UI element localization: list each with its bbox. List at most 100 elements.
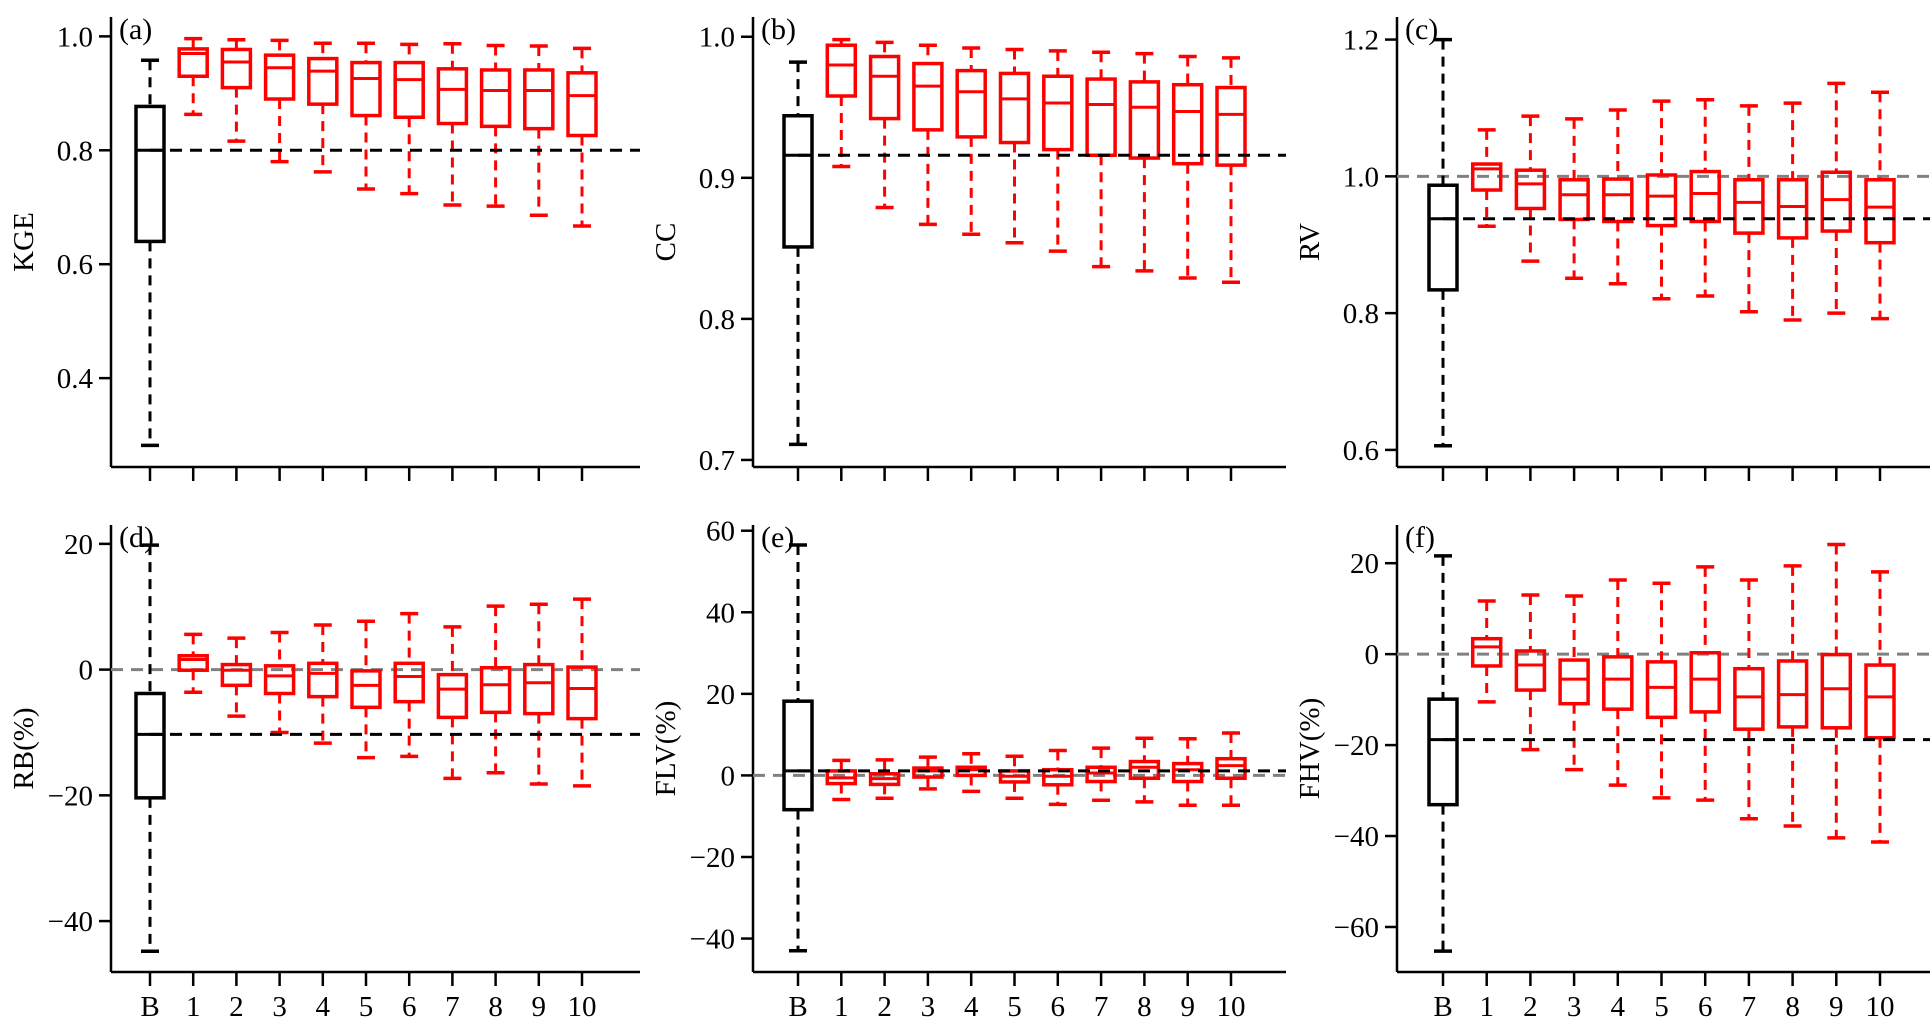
x-tick-label: 1 xyxy=(834,991,849,1020)
panel-label: (a) xyxy=(119,13,152,46)
x-tick-label: 7 xyxy=(445,991,460,1020)
iqr-box xyxy=(1689,169,1721,224)
iqr-box xyxy=(1733,666,1765,731)
y-tick-label: −20 xyxy=(690,842,735,874)
iqr-box xyxy=(1645,173,1678,228)
iqr-box xyxy=(134,691,166,800)
x-tick-label: 6 xyxy=(1698,991,1713,1020)
box-5 xyxy=(998,754,1031,801)
panel-d: −40 −20 0 20 RB(%) (d) B 1 2 3 4 5 6 7 8 9 10 xyxy=(8,521,640,1020)
x-tick-label: 10 xyxy=(1866,991,1895,1020)
iqr-box xyxy=(1558,658,1590,706)
panel-label: (e) xyxy=(761,521,794,554)
iqr-box xyxy=(1864,178,1896,245)
iqr-box xyxy=(350,669,382,710)
iqr-box xyxy=(1864,663,1896,740)
x-tick-label: 9 xyxy=(532,991,547,1020)
box-1 xyxy=(1470,599,1503,704)
y-tick-label: 1.2 xyxy=(1343,25,1379,57)
box-1 xyxy=(177,36,209,117)
iqr-box xyxy=(263,664,296,696)
iqr-box xyxy=(1602,177,1634,224)
box-3 xyxy=(263,38,296,164)
iqr-box xyxy=(1171,761,1204,784)
box-5 xyxy=(998,47,1031,245)
y-tick-label: 1.0 xyxy=(1343,161,1379,193)
box-2 xyxy=(220,38,253,143)
iqr-box xyxy=(1085,77,1117,157)
panel-label: (d) xyxy=(119,521,154,554)
panel-label: (b) xyxy=(761,13,796,46)
panel-e: −40 −20 0 20 40 60 FLV(%) (e) B 1 2 3 4 5 6 7 8 9 10 xyxy=(650,516,1286,1020)
y-tick-label: 0.9 xyxy=(699,163,735,195)
iqr-box xyxy=(220,47,253,90)
x-tick-label: 3 xyxy=(272,991,287,1020)
y-tick-label: −20 xyxy=(1334,730,1379,762)
box-3 xyxy=(263,630,296,735)
box-8 xyxy=(1128,736,1161,804)
y-tick-label: 20 xyxy=(64,529,93,561)
x-tick-label: 8 xyxy=(488,991,503,1020)
x-tick-label: 5 xyxy=(1007,991,1022,1020)
box-7 xyxy=(1085,50,1117,269)
box-9 xyxy=(523,44,555,217)
iqr-box xyxy=(1645,660,1678,720)
box-7 xyxy=(1733,578,1765,821)
y-tick-label: 0.8 xyxy=(699,304,735,336)
iqr-box xyxy=(912,766,944,779)
iqr-box xyxy=(1128,80,1161,160)
y-axis-label: KGE xyxy=(8,212,40,272)
x-tick-label: 1 xyxy=(186,991,201,1020)
box-8 xyxy=(479,43,512,208)
box-8 xyxy=(479,604,512,775)
box-B xyxy=(134,543,166,954)
box-4 xyxy=(955,46,987,236)
box-7 xyxy=(436,42,469,207)
y-tick-label: 20 xyxy=(706,679,735,711)
y-tick-label: 1.0 xyxy=(699,22,735,54)
y-tick-label: 0 xyxy=(79,655,94,687)
iqr-box xyxy=(436,67,469,126)
iqr-box xyxy=(436,672,469,720)
box-10 xyxy=(1215,731,1247,807)
box-1 xyxy=(1470,128,1503,229)
iqr-box xyxy=(1427,183,1459,292)
box-1 xyxy=(825,758,858,802)
box-B xyxy=(1427,554,1459,953)
box-2 xyxy=(1514,114,1547,263)
iqr-box xyxy=(350,60,382,118)
box-B xyxy=(782,543,814,953)
iqr-box xyxy=(393,60,425,120)
box-10 xyxy=(1215,56,1247,284)
iqr-box xyxy=(1689,651,1721,714)
x-tick-label: 2 xyxy=(1523,991,1538,1020)
box-7 xyxy=(436,625,469,781)
iqr-box xyxy=(1820,170,1853,233)
panel-f: −60 −40 −20 0 20 FHV(%) (f) B 1 2 3 4 5 6 7 8 9 10 xyxy=(1294,521,1930,1020)
box-4 xyxy=(955,752,987,794)
x-tick-label: 5 xyxy=(1654,991,1669,1020)
panel-label: (c) xyxy=(1405,13,1438,46)
iqr-box xyxy=(998,71,1031,145)
panel-c: 0.6 0.8 1.0 1.2 RV (c) xyxy=(1294,13,1930,481)
box-6 xyxy=(393,42,425,196)
box-6 xyxy=(1689,565,1721,802)
box-8 xyxy=(1776,101,1809,322)
x-tick-label: 8 xyxy=(1137,991,1152,1020)
box-B xyxy=(134,58,166,448)
box-3 xyxy=(1558,594,1590,772)
y-tick-label: 20 xyxy=(1350,548,1379,580)
iqr-box xyxy=(479,68,512,129)
box-6 xyxy=(393,611,425,759)
y-axis-label: CC xyxy=(650,223,682,262)
y-tick-label: 0.6 xyxy=(1343,435,1379,467)
box-10 xyxy=(1864,570,1896,844)
y-axis-label: FHV(%) xyxy=(1294,698,1326,800)
iqr-box xyxy=(1776,178,1809,240)
box-10 xyxy=(566,597,598,788)
y-tick-label: −40 xyxy=(1334,821,1379,853)
box-B xyxy=(1427,37,1459,448)
box-5 xyxy=(350,619,382,760)
box-9 xyxy=(523,602,555,786)
box-3 xyxy=(912,755,944,791)
